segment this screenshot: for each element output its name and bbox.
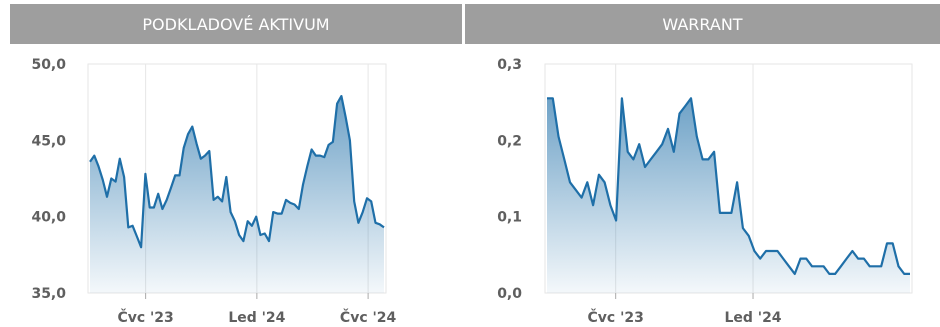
y-tick-label: 0,2 bbox=[497, 133, 522, 149]
underlying-asset-chart: Čvc '23 Led '24 Čvc '24 35,0 40,0 45,0 50,0 bbox=[31, 57, 396, 326]
warrant-header: WARRANT bbox=[465, 4, 940, 44]
series-line bbox=[89, 95, 385, 249]
y-tick-label: 35,0 bbox=[31, 286, 66, 302]
y-tick-label: 40,0 bbox=[31, 210, 66, 226]
underlying-asset-header: PODKLADOVÉ AKTIVUM bbox=[10, 4, 462, 44]
series-area bbox=[547, 98, 910, 293]
y-tick-label: 45,0 bbox=[31, 133, 66, 149]
y-tick-label: 50,0 bbox=[31, 57, 66, 73]
x-tick-label: Led '24 bbox=[724, 310, 781, 326]
series-line bbox=[547, 97, 910, 275]
series-area bbox=[90, 96, 384, 293]
x-tick-label: Čvc '23 bbox=[588, 308, 644, 326]
x-tick-label: Čvc '24 bbox=[340, 308, 397, 326]
warrant-chart: Čvc '23 Led '24 0,0 0,1 0,2 0,3 bbox=[497, 57, 913, 326]
x-tick-label: Čvc '23 bbox=[117, 308, 173, 326]
y-tick-label: 0,0 bbox=[497, 286, 522, 302]
y-tick-label: 0,3 bbox=[497, 57, 522, 73]
y-tick-label: 0,1 bbox=[497, 210, 522, 226]
x-tick-label: Led '24 bbox=[228, 310, 285, 326]
